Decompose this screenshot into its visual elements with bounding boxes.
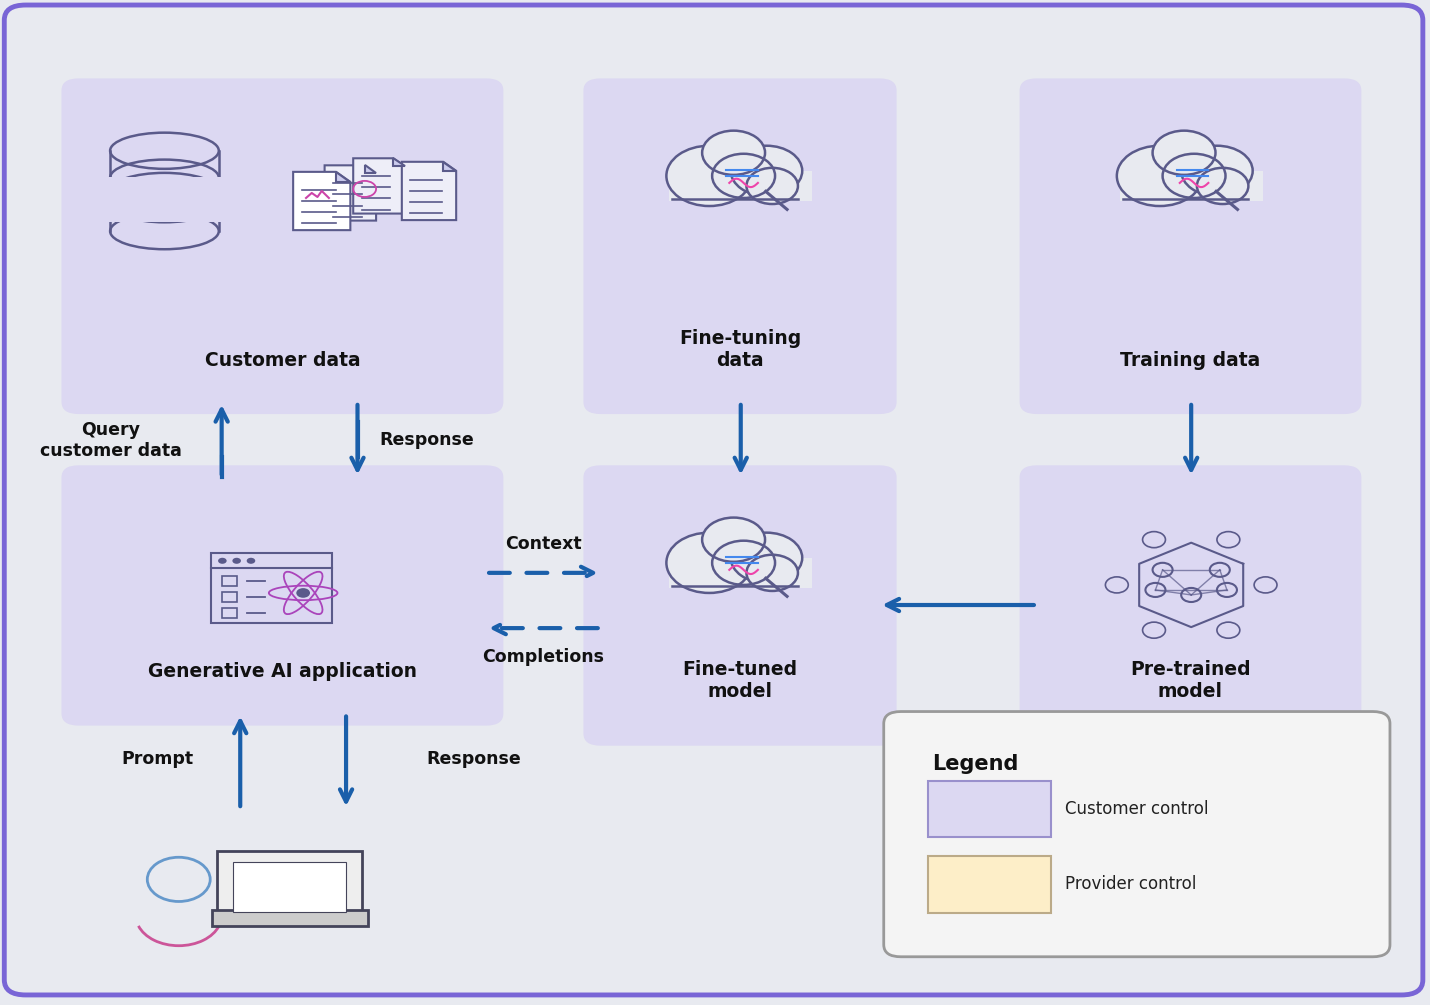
- Circle shape: [702, 518, 765, 562]
- Circle shape: [233, 558, 242, 564]
- Text: Generative AI application: Generative AI application: [147, 662, 418, 681]
- Circle shape: [1181, 146, 1253, 196]
- FancyBboxPatch shape: [212, 910, 368, 926]
- FancyBboxPatch shape: [217, 851, 362, 923]
- Bar: [223, 592, 237, 602]
- Circle shape: [746, 168, 798, 204]
- Text: Fine-tuned
model: Fine-tuned model: [682, 660, 798, 701]
- Bar: [107, 177, 222, 196]
- Text: Completions: Completions: [482, 648, 605, 666]
- FancyBboxPatch shape: [233, 862, 346, 912]
- Polygon shape: [402, 162, 456, 220]
- Circle shape: [746, 555, 798, 591]
- FancyBboxPatch shape: [1020, 465, 1361, 746]
- Text: Response: Response: [426, 750, 521, 768]
- Bar: [669, 171, 812, 201]
- Text: Prompt: Prompt: [122, 750, 193, 768]
- Bar: [107, 190, 222, 209]
- FancyBboxPatch shape: [884, 712, 1390, 957]
- Text: Query
customer data: Query customer data: [40, 421, 182, 459]
- FancyBboxPatch shape: [928, 856, 1051, 913]
- FancyBboxPatch shape: [4, 5, 1423, 995]
- FancyBboxPatch shape: [61, 465, 503, 726]
- Polygon shape: [293, 172, 350, 230]
- Text: Context: Context: [505, 535, 582, 553]
- Bar: [1120, 171, 1263, 201]
- Polygon shape: [365, 165, 376, 173]
- Polygon shape: [336, 172, 350, 182]
- Circle shape: [731, 146, 802, 196]
- Text: Response: Response: [379, 431, 473, 449]
- Bar: [223, 608, 237, 618]
- Polygon shape: [325, 165, 376, 220]
- Polygon shape: [393, 159, 405, 167]
- Circle shape: [1153, 131, 1216, 175]
- FancyBboxPatch shape: [1020, 78, 1361, 414]
- Polygon shape: [443, 162, 456, 171]
- FancyBboxPatch shape: [928, 781, 1051, 837]
- Circle shape: [219, 558, 226, 564]
- Circle shape: [1197, 168, 1248, 204]
- Circle shape: [702, 131, 765, 175]
- Bar: [223, 576, 237, 586]
- FancyBboxPatch shape: [583, 78, 897, 414]
- FancyBboxPatch shape: [583, 465, 897, 746]
- Text: Legend: Legend: [932, 754, 1018, 774]
- FancyBboxPatch shape: [61, 78, 503, 414]
- Text: Customer data: Customer data: [204, 351, 360, 370]
- Text: Pre-trained
model: Pre-trained model: [1130, 660, 1251, 701]
- Bar: [669, 558, 812, 588]
- Ellipse shape: [110, 133, 219, 169]
- Circle shape: [731, 533, 802, 583]
- Text: Fine-tuning
data: Fine-tuning data: [679, 329, 801, 370]
- Circle shape: [246, 558, 255, 564]
- Circle shape: [1117, 146, 1203, 206]
- Circle shape: [296, 588, 310, 598]
- Text: Customer control: Customer control: [1065, 800, 1208, 818]
- Polygon shape: [353, 159, 405, 213]
- Text: Provider control: Provider control: [1065, 875, 1197, 893]
- Circle shape: [666, 533, 752, 593]
- Circle shape: [666, 146, 752, 206]
- Bar: [107, 203, 222, 222]
- Text: Training data: Training data: [1120, 351, 1261, 370]
